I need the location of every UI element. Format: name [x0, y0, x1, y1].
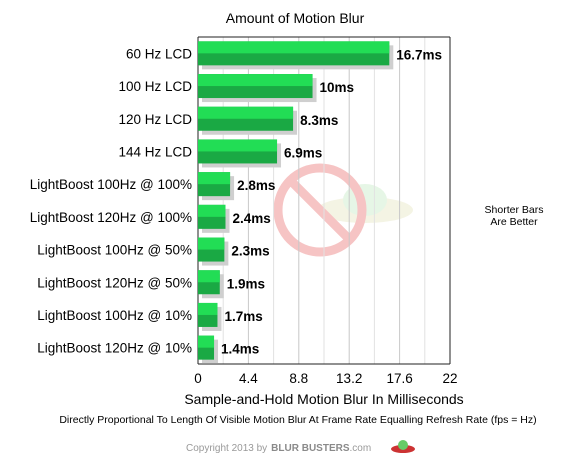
value-label: 6.9ms — [284, 145, 322, 160]
no-ufo-watermark-icon — [273, 163, 413, 257]
bar — [198, 204, 230, 233]
bar — [198, 270, 224, 299]
x-tick-labels: 0 4.4 8.8 13.2 17.6 22 — [194, 371, 457, 386]
brand-name: BLUR BUSTERS — [271, 443, 350, 454]
chart-title: Amount of Motion Blur — [226, 10, 365, 26]
category-label: LightBoost 100Hz @ 10% — [37, 308, 192, 323]
value-labels: 16.7ms 10ms 8.3ms 6.9ms 2.8ms 2.4ms 2.3ms 1.9ms… — [221, 47, 442, 356]
ufo-logo-icon — [391, 440, 415, 453]
bars — [198, 41, 394, 364]
value-label: 1.9ms — [227, 276, 265, 291]
footer-copyright: Copyright 2013 by BLUR BUSTERS.com — [186, 440, 415, 454]
value-label: 10ms — [320, 80, 355, 95]
value-label: 2.8ms — [237, 178, 275, 193]
category-label: LightBoost 120Hz @ 10% — [37, 341, 192, 356]
value-label: 2.3ms — [231, 244, 269, 259]
category-label: 100 Hz LCD — [118, 79, 192, 94]
brand-domain: .com — [350, 443, 372, 454]
x-tick-label: 4.4 — [239, 371, 258, 386]
x-tick-label: 13.2 — [336, 371, 362, 386]
copyright-text: Copyright 2013 by — [186, 443, 267, 454]
bar — [198, 302, 222, 331]
x-tick-label: 0 — [194, 371, 202, 386]
x-tick-label: 17.6 — [386, 371, 412, 386]
value-label: 8.3ms — [300, 113, 338, 128]
category-label: 60 Hz LCD — [126, 46, 192, 61]
value-label: 1.4ms — [221, 342, 259, 357]
category-label: LightBoost 100Hz @ 50% — [37, 243, 192, 258]
x-axis-label: Sample-and-Hold Motion Blur In Milliseco… — [184, 391, 463, 407]
bar — [198, 172, 235, 201]
shorter-bars-note-line-1: Shorter Bars — [485, 204, 544, 216]
bar — [198, 139, 282, 168]
bar — [198, 74, 317, 103]
bar — [198, 106, 298, 135]
value-label: 16.7ms — [396, 47, 442, 62]
value-label: 1.7ms — [224, 309, 262, 324]
category-label: LightBoost 120Hz @ 100% — [30, 210, 192, 225]
bar — [198, 237, 229, 266]
category-label: 120 Hz LCD — [118, 112, 192, 127]
category-label: LightBoost 120Hz @ 50% — [37, 275, 192, 290]
value-label: 2.4ms — [232, 211, 270, 226]
category-label: 144 Hz LCD — [118, 144, 192, 159]
category-label: LightBoost 100Hz @ 100% — [30, 177, 192, 192]
bar — [198, 335, 219, 364]
x-tick-label: 22 — [442, 371, 457, 386]
bar — [198, 41, 394, 70]
chart-subtitle: Directly Proportional To Length Of Visib… — [59, 414, 536, 426]
x-tick-label: 8.8 — [289, 371, 308, 386]
category-labels: 60 Hz LCD 100 Hz LCD 120 Hz LCD 144 Hz LCD L… — [30, 46, 193, 355]
x-gridlines — [197, 36, 451, 365]
shorter-bars-note-line-2: Are Better — [490, 216, 538, 228]
